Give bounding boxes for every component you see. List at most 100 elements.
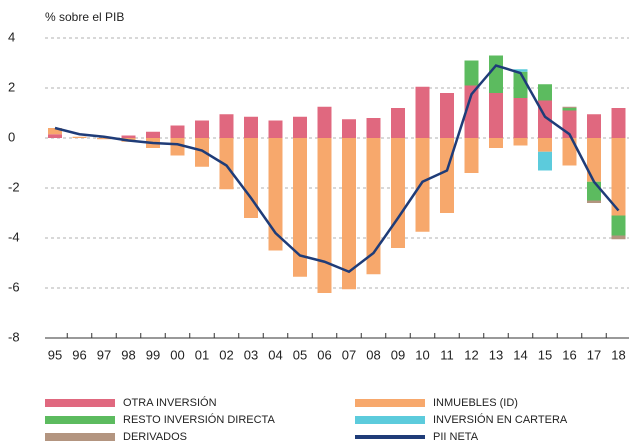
bar-segment [219,138,234,190]
bar-segment [538,84,552,101]
y-tick-label: -6 [8,279,20,294]
x-tick-label: 16 [562,347,576,362]
legend-swatch [355,399,425,407]
legend-swatch [355,435,425,439]
x-tick-label: 15 [538,347,552,362]
legend-swatch [45,399,115,407]
legend-swatch [45,433,115,441]
x-tick-label: 18 [611,347,625,362]
x-tick-label: 97 [97,347,111,362]
legend-label: INVERSIÓN EN CARTERA [433,413,568,426]
bar-segment [538,151,552,171]
bar-segment [440,138,454,213]
x-tick-label: 06 [317,347,331,362]
bar-segment [562,138,577,166]
bar-segment [489,138,503,148]
legend-label: DERIVADOS [123,431,187,443]
bar-segment [611,215,626,236]
bar-segment [538,138,552,152]
x-tick-label: 02 [219,347,233,362]
bar-segment [611,235,626,240]
bar-segment [97,138,111,140]
x-tick-label: 95 [48,347,62,362]
legend-label: OTRA INVERSIÓN [123,396,217,409]
legend-swatch [355,416,425,424]
bar-segment [587,138,601,182]
x-tick-label: 01 [195,347,209,362]
bar-segment [244,116,258,138]
bar-segment [244,138,258,218]
y-tick-label: 2 [8,79,15,94]
bar-segment [195,120,209,138]
y-tick-label: 0 [8,129,15,144]
bar-segment [146,131,160,138]
bar-segment [342,138,356,290]
bar-segment [464,85,479,138]
x-tick-label: 14 [513,347,527,362]
legend-label: INMUEBLES (ID) [433,397,518,409]
bar-segment [513,138,528,146]
bar-segment [464,138,479,173]
bar-segment [317,106,332,138]
x-tick-label: 00 [170,347,184,362]
x-tick-label: 17 [587,347,601,362]
x-tick-label: 12 [464,347,478,362]
bar-segment [317,138,332,293]
line [54,64,620,274]
bar-segment [121,135,136,138]
bar-segment [415,86,430,138]
bar-segment [611,138,626,216]
y-tick-label: -2 [8,179,20,194]
bar-segment [513,69,528,72]
legend-swatch [45,416,115,424]
bar-segment [587,181,601,201]
bar-segment [219,114,234,138]
bar-segment [366,138,381,275]
bar-segment [489,55,503,93]
bar-segment [440,93,454,138]
bar-segment [489,93,503,138]
bar-segment [513,98,528,138]
bar-segment [293,116,307,138]
bar-segment [611,108,626,138]
bar-segment [562,106,577,108]
bar-segment [587,114,601,138]
legend-label: PII NETA [433,431,479,443]
bar-segment [366,118,381,138]
bar-segment [72,136,87,138]
x-tick-label: 09 [391,347,405,362]
x-tick-label: 98 [121,347,135,362]
x-tick-label: 99 [146,347,160,362]
x-tick-label: 10 [415,347,429,362]
bar-segment [293,138,307,277]
x-tick-label: 08 [366,347,380,362]
bar-segment [513,71,528,98]
bar-segment [562,108,577,111]
x-tick-label: 96 [72,347,86,362]
y-tick-label: -8 [8,329,20,344]
bar-segment [48,134,62,138]
x-tick-label: 05 [293,347,307,362]
y-axis-label: % sobre el PIB [45,10,124,24]
x-tick-label: 11 [440,347,454,362]
bar-segment [587,200,601,203]
x-tick-label: 03 [244,347,258,362]
bar-segment [268,120,283,138]
bar-segment [415,138,430,232]
x-tick-label: 07 [342,347,356,362]
bar-segment [342,119,356,138]
bar-segment [170,138,185,156]
y-tick-label: 4 [8,29,15,44]
y-tick-label: -4 [8,229,20,244]
bar-segment [391,138,405,248]
bar-segment [268,138,283,251]
bar-segment [48,128,62,135]
legend-label: RESTO INVERSIÓN DIRECTA [123,413,275,426]
bar-segment [391,108,405,138]
x-tick-label: 13 [489,347,503,362]
bar-segment [195,138,209,167]
bar-segment [170,125,185,138]
x-tick-label: 04 [268,347,282,362]
bar-segment [464,60,479,86]
